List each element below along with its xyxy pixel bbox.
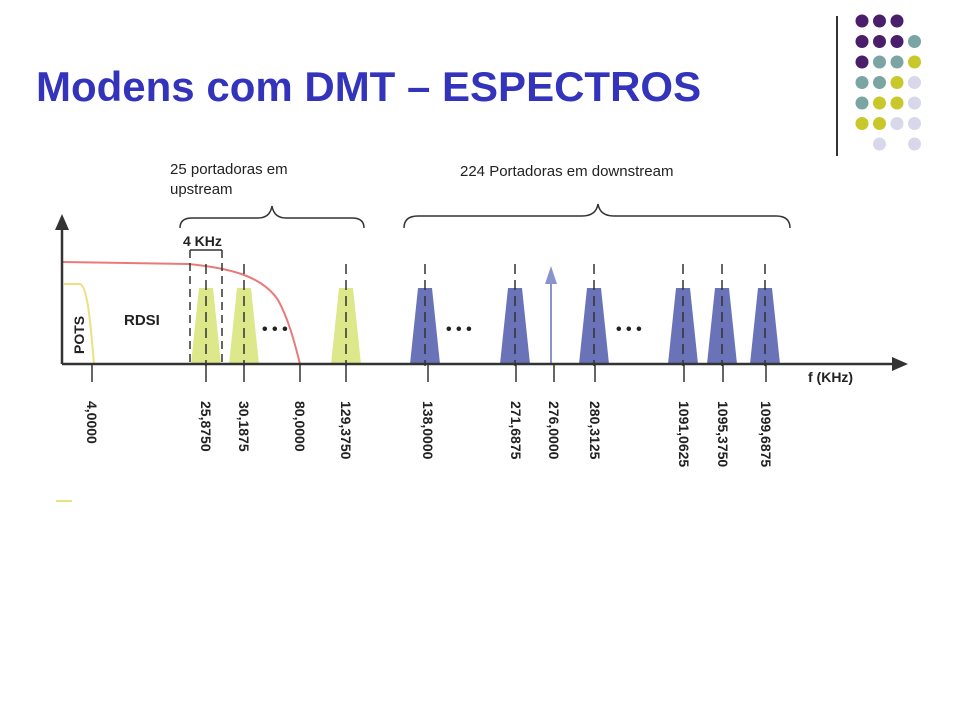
decor-dot [890, 35, 904, 48]
attenuation-curve [61, 261, 301, 365]
upstream-carrier [331, 264, 361, 366]
decor-dot [855, 117, 869, 130]
decor-dot [873, 55, 886, 69]
dot-grid-decoration [855, 14, 921, 151]
downstream-carriers [410, 264, 780, 366]
downstream-carrier [579, 264, 609, 366]
decor-dot [873, 117, 886, 130]
slide-title: Modens com DMT – ESPECTROS [36, 63, 702, 110]
decor-dot [855, 35, 869, 48]
decor-dot [908, 55, 921, 69]
x-axis-arrow-icon [892, 357, 908, 371]
tick-label: 271,6875 [508, 401, 524, 460]
tick-label: 25,8750 [198, 401, 214, 452]
upstream-carrier [191, 264, 221, 366]
decor-dot [855, 55, 869, 69]
divider-line [836, 16, 838, 156]
tick-label: 30,1875 [236, 401, 252, 452]
decor-dot [855, 96, 869, 110]
y-axis-arrow-icon [55, 214, 69, 230]
ellipsis-upstream: • • • [262, 321, 288, 338]
decor-dot [908, 76, 921, 89]
tick-label: 129,3750 [338, 401, 354, 460]
downstream-carrier [750, 264, 780, 366]
tick-label: 80,0000 [292, 401, 308, 452]
ellipsis-downstream-2: • • • [616, 321, 642, 338]
pilot-arrow-icon [545, 266, 557, 364]
decor-dot [855, 76, 869, 89]
decor-dot [873, 137, 886, 151]
decor-dot [908, 117, 921, 130]
pots-band-curve [64, 283, 95, 365]
upstream-carrier [229, 264, 259, 366]
tick-label: 4,0000 [84, 401, 100, 444]
tick-label: 1099,6875 [758, 401, 774, 467]
tick-label: 276,0000 [546, 401, 562, 460]
decor-dot [873, 35, 886, 48]
upstream-label-line-1: 25 portadoras em [170, 161, 288, 178]
downstream-brace [403, 203, 791, 229]
ellipsis-downstream-1: • • • [446, 321, 472, 338]
decor-dot [873, 76, 886, 89]
tick-label: 280,3125 [587, 401, 603, 460]
downstream-carrier [668, 264, 698, 366]
decor-dot [890, 55, 904, 69]
decor-dot [855, 14, 869, 28]
decor-dot [890, 117, 904, 130]
axis-label: f (KHz) [808, 369, 853, 385]
downstream-carrier [500, 264, 530, 366]
upstream-brace [179, 205, 365, 229]
decor-dot [890, 14, 904, 28]
decor-dot [908, 96, 921, 110]
upstream-label-line-2: upstream [170, 181, 233, 198]
downstream-label: 224 Portadoras em downstream [460, 163, 673, 180]
decor-dot [908, 137, 921, 151]
spacing-label: 4 KHz [183, 233, 222, 249]
axes [55, 214, 908, 371]
pots-label: POTS [71, 316, 87, 354]
downstream-carrier [707, 264, 737, 366]
decor-dot [873, 14, 886, 28]
tick-label: 138,0000 [420, 401, 436, 460]
tick-label: 1091,0625 [676, 401, 692, 467]
decor-dot [873, 96, 886, 110]
spacing-guides [189, 249, 223, 366]
decor-dot [890, 96, 904, 110]
decor-dot [890, 76, 904, 89]
upstream-carriers [191, 264, 361, 366]
tick-label: 1095,3750 [715, 401, 731, 467]
tick-marks: 4,0000 25,8750 30,1875 80,0000 129,3750 138,0… [84, 364, 774, 467]
downstream-carrier [410, 264, 440, 366]
rdsi-label: RDSI [124, 312, 160, 329]
decor-dot [908, 35, 921, 48]
